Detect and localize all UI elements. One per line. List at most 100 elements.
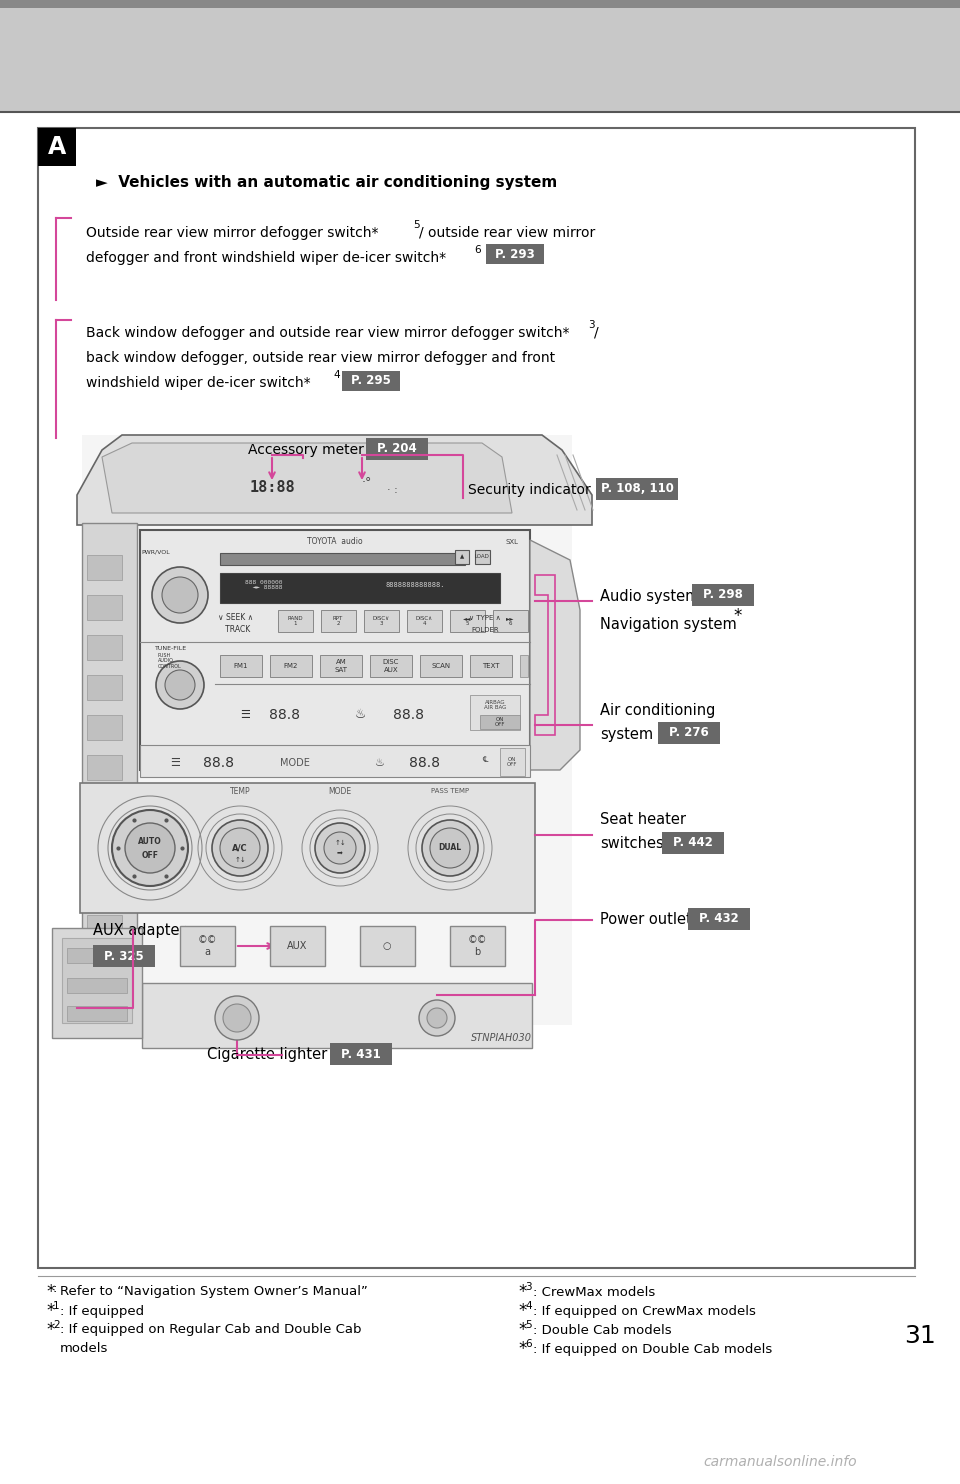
Bar (87, 595, 122, 620)
Text: system: system (600, 727, 653, 742)
Text: 5: 5 (413, 220, 420, 230)
Bar (520, 654, 528, 677)
Text: ☰: ☰ (240, 709, 250, 720)
Text: :: : (53, 1282, 58, 1296)
FancyBboxPatch shape (688, 908, 750, 930)
Text: Refer to “Navigation System Owner’s Manual”: Refer to “Navigation System Owner’s Manu… (60, 1285, 368, 1298)
Circle shape (156, 660, 204, 709)
Text: Seat heater: Seat heater (600, 813, 686, 828)
Text: DISC
AUX: DISC AUX (383, 659, 399, 672)
Text: AM
SAT: AM SAT (334, 659, 348, 672)
Bar (67, 948, 127, 963)
Text: 3: 3 (588, 321, 594, 329)
Bar (407, 610, 442, 632)
Bar (87, 795, 122, 821)
Bar (321, 610, 356, 632)
Bar (82, 435, 572, 1025)
Text: *: * (733, 607, 741, 625)
Text: P. 298: P. 298 (703, 589, 743, 601)
FancyBboxPatch shape (93, 945, 155, 968)
Text: AUX: AUX (287, 941, 307, 951)
Bar (470, 654, 512, 677)
Bar (364, 610, 399, 632)
Text: /: / (594, 326, 599, 340)
Bar (87, 835, 122, 861)
Text: ∨ TYPE ∧: ∨ TYPE ∧ (469, 614, 501, 620)
Text: : If equipped on Double Cab models: : If equipped on Double Cab models (533, 1343, 772, 1355)
Text: DISC∨
3: DISC∨ 3 (372, 616, 390, 626)
Text: AUX adapter: AUX adapter (93, 923, 185, 938)
Text: STNPIAH030: STNPIAH030 (471, 1033, 532, 1043)
Circle shape (223, 1005, 251, 1031)
Text: Security indicator: Security indicator (468, 482, 590, 497)
FancyBboxPatch shape (658, 723, 720, 743)
Text: : Double Cab models: : Double Cab models (533, 1324, 672, 1337)
Circle shape (427, 1008, 447, 1028)
Text: ♨: ♨ (354, 708, 366, 721)
Text: defogger and front windshield wiper de-icer switch*: defogger and front windshield wiper de-i… (86, 251, 446, 266)
Bar (360, 926, 415, 966)
Bar (220, 654, 262, 677)
Text: SCAN: SCAN (431, 663, 450, 669)
Bar (67, 1006, 127, 1021)
Text: AIRBAG
AIR BAG: AIRBAG AIR BAG (484, 699, 506, 711)
Text: MODE: MODE (328, 787, 351, 795)
FancyBboxPatch shape (366, 438, 428, 460)
Text: Audio system: Audio system (600, 589, 700, 604)
Text: OFF: OFF (141, 850, 158, 859)
Text: FOLDER: FOLDER (471, 628, 499, 634)
Text: ➡: ➡ (337, 850, 343, 856)
Bar (180, 926, 235, 966)
Text: TRACK: TRACK (218, 625, 251, 635)
Bar (270, 654, 312, 677)
Text: P. 431: P. 431 (341, 1048, 381, 1061)
Bar (67, 978, 127, 993)
Bar (420, 654, 462, 677)
FancyBboxPatch shape (596, 478, 678, 500)
Text: ·°: ·° (362, 476, 372, 490)
Text: P. 108, 110: P. 108, 110 (601, 482, 673, 496)
Text: P. 276: P. 276 (669, 727, 708, 739)
Circle shape (220, 828, 260, 868)
Text: / outside rear view mirror: / outside rear view mirror (419, 226, 595, 240)
Bar (87, 635, 122, 660)
Circle shape (315, 824, 365, 873)
Bar (450, 610, 485, 632)
Bar (87, 876, 122, 899)
Polygon shape (82, 522, 137, 945)
Text: back window defogger, outside rear view mirror defogger and front: back window defogger, outside rear view … (86, 352, 555, 365)
Circle shape (324, 833, 356, 864)
Bar (0, 0, 960, 111)
Bar (220, 554, 465, 565)
FancyBboxPatch shape (692, 585, 754, 605)
Bar (62, 938, 132, 1022)
Text: models: models (60, 1343, 108, 1355)
Bar (500, 748, 525, 776)
Text: SXL: SXL (506, 539, 518, 545)
Text: carmanualsonline.info: carmanualsonline.info (703, 1454, 857, 1469)
Text: LOAD: LOAD (474, 555, 490, 559)
Circle shape (422, 821, 478, 876)
Circle shape (212, 821, 268, 876)
Text: 6: 6 (525, 1339, 532, 1349)
Circle shape (125, 824, 175, 873)
Text: *: * (46, 1284, 55, 1301)
Text: 88.8: 88.8 (203, 755, 233, 770)
Bar (38, 128, 915, 1267)
Text: 4: 4 (333, 370, 340, 380)
Text: *: * (518, 1301, 526, 1319)
Bar (455, 551, 469, 564)
Text: 88.8: 88.8 (270, 708, 300, 723)
Text: ℄: ℄ (482, 754, 488, 763)
Text: *: * (46, 1321, 55, 1339)
FancyBboxPatch shape (330, 1043, 392, 1066)
Text: RAND
1: RAND 1 (287, 616, 302, 626)
Bar (370, 654, 412, 677)
Text: ∨ SEEK ∧: ∨ SEEK ∧ (218, 613, 253, 622)
Bar (140, 530, 530, 770)
Text: : CrewMax models: : CrewMax models (533, 1285, 656, 1298)
Text: P. 432: P. 432 (699, 913, 739, 926)
Text: FM2: FM2 (284, 663, 299, 669)
Bar (38, 128, 76, 166)
Circle shape (430, 828, 470, 868)
